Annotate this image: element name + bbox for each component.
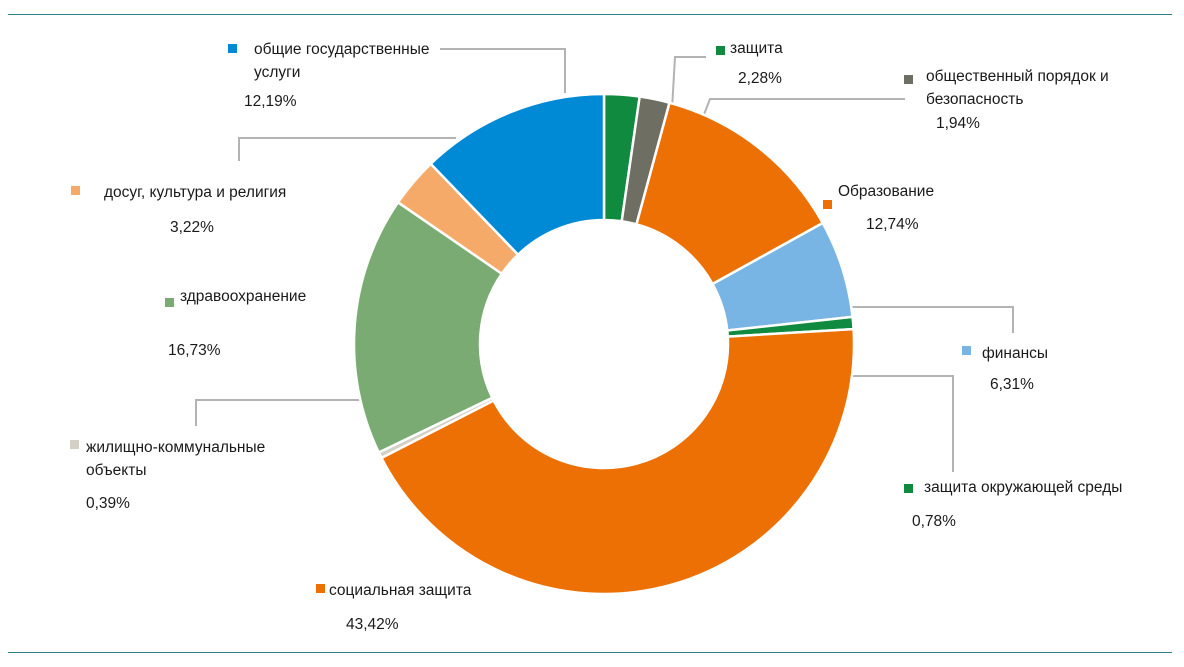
slice-label-общественный-порядок-и-безопасность: общественный порядок и безопасность <box>926 68 1109 108</box>
slice-value-защита: 2,28% <box>738 70 782 87</box>
slice-label-здравоохранение: здравоохранение <box>180 288 306 305</box>
leader-line-защита-окружающей-среды <box>853 375 954 472</box>
slice-value-жилищно-коммунальные-объекты: 0,39% <box>86 495 130 512</box>
slice-label-досуг-культура-и-религия: досуг, культура и религия <box>104 184 286 201</box>
slice-label-защита: защита <box>730 40 783 57</box>
slice-value-общие-государственные-услуги: 12,19% <box>244 93 297 110</box>
leader-line-досуг-культура-и-религия <box>238 137 456 161</box>
legend-swatch-досуг-культура-и-религия <box>71 186 80 195</box>
leader-line-защита <box>671 56 706 110</box>
slice-label-жилищно-коммунальные-объекты: жилищно-коммунальные объекты <box>86 439 265 479</box>
slice-здравоохранение <box>352 201 504 454</box>
legend-swatch-защита <box>716 46 725 55</box>
legend-swatch-защита-окружающей-среды <box>904 484 913 493</box>
legend-swatch-здравоохранение <box>165 298 174 307</box>
leader-line-жилищно-коммунальные-объекты <box>195 399 362 426</box>
bottom-rule <box>8 652 1172 653</box>
slice-value-защита-окружающей-среды: 0,78% <box>912 513 956 530</box>
slice-label-финансы: финансы <box>982 345 1048 362</box>
slice-label-общие-государственные-услуги: общие государственные услуги <box>254 41 429 81</box>
slice-label-социальная-защита: социальная защита <box>329 582 472 599</box>
slice-label-образование: Образование <box>838 183 934 200</box>
legend-swatch-жилищно-коммунальные-объекты <box>70 440 79 449</box>
legend-swatch-образование <box>823 200 832 209</box>
slice-value-финансы: 6,31% <box>990 376 1034 393</box>
slice-value-здравоохранение: 16,73% <box>168 342 221 359</box>
top-rule <box>8 14 1172 15</box>
slice-value-образование: 12,74% <box>866 216 919 233</box>
leader-line-общие-государственные-услуги <box>440 48 566 93</box>
slice-образование <box>635 101 825 286</box>
slice-value-социальная-защита: 43,42% <box>346 616 399 633</box>
legend-swatch-социальная-защита <box>316 584 325 593</box>
slice-label-защита-окружающей-среды: защита окружающей среды <box>924 479 1122 496</box>
slice-value-досуг-культура-и-религия: 3,22% <box>170 219 214 236</box>
slice-общие-государственные-услуги <box>429 92 606 256</box>
leader-line-общественный-порядок-и-безопасность <box>702 98 905 118</box>
slice-социальная-защита <box>380 327 856 596</box>
leader-line-финансы <box>850 306 1014 333</box>
legend-swatch-общие-государственные-услуги <box>228 44 237 53</box>
legend-swatch-финансы <box>962 346 971 355</box>
slice-value-общественный-порядок-и-безопасность: 1,94% <box>936 115 980 132</box>
legend-swatch-общественный-порядок-и-безопасность <box>904 75 913 84</box>
